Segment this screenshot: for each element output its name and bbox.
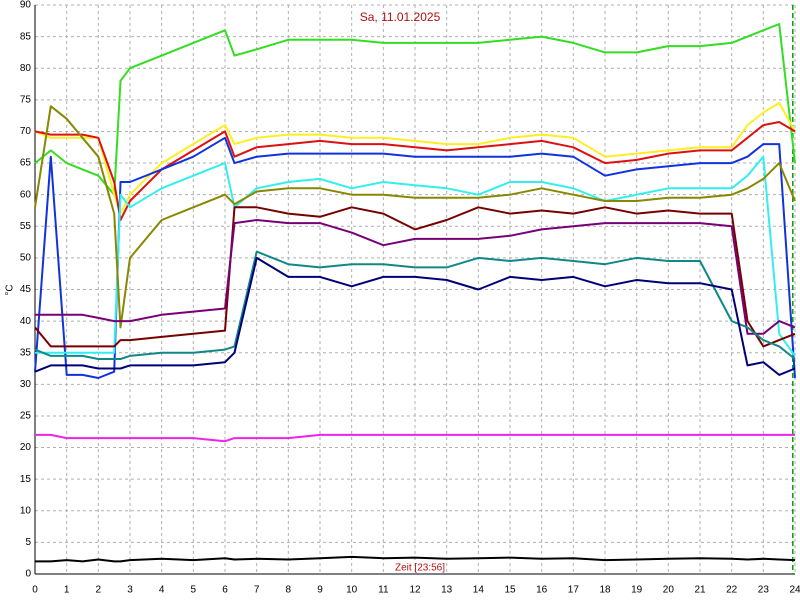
y-tick-label: 30 [20,379,32,390]
series-line [34,250,796,360]
x-tick-label: 24 [789,585,800,596]
x-tick-label: 11 [378,585,389,596]
x-tick-label: 17 [568,585,580,596]
x-tick-label: 8 [286,585,292,596]
series-line [34,102,796,215]
y-tick-label: 40 [20,316,32,327]
x-tick-label: 19 [631,585,643,596]
x-tick-label: 13 [441,585,453,596]
x-tick-label: 15 [504,585,516,596]
y-tick-label: 75 [20,94,32,105]
x-tick-label: 1 [64,585,70,596]
y-tick-label: 25 [20,411,32,422]
x-tick-label: 23 [758,585,770,596]
x-tick-label: 16 [536,585,548,596]
y-tick-label: 65 [20,158,32,169]
y-tick-label: 90 [20,0,32,11]
x-tick-label: 6 [222,585,228,596]
y-tick-label: 45 [20,284,32,295]
series-line [34,121,796,221]
series-line [35,433,795,443]
x-tick-label: 5 [191,585,197,596]
series-line [34,206,796,348]
x-tick-label: 9 [317,585,323,596]
x-tick-label: 2 [96,585,102,596]
y-tick-label: 80 [20,63,32,74]
x-tick-label: 0 [32,585,38,596]
series-line [35,155,796,357]
chart-title: Sa, 11.01.2025 [360,10,441,24]
series-line [34,23,796,196]
series-line [34,105,796,329]
series-line [35,219,796,335]
y-axis-label: °C [5,284,16,295]
y-tick-label: 70 [20,126,32,137]
series-line [34,256,796,376]
x-tick-label: 4 [159,585,165,596]
y-tick-label: 5 [25,537,31,548]
x-tick-label: 7 [254,585,260,596]
series-line [35,555,796,563]
x-tick-label: 20 [663,585,675,596]
y-tick-label: 0 [25,569,31,580]
x-tick-label: 14 [473,585,485,596]
y-tick-label: 55 [20,221,32,232]
x-tick-label: 3 [127,585,133,596]
y-tick-label: 15 [20,474,32,485]
y-tick-label: 20 [20,442,32,453]
y-tick-label: 85 [20,31,32,42]
x-axis-label: Zeit [23:56] [395,563,445,574]
x-tick-label: 10 [346,585,358,596]
y-tick-label: 50 [20,253,32,264]
y-tick-label: 10 [20,505,32,516]
y-tick-label: 60 [20,189,32,200]
x-tick-label: 12 [409,585,421,596]
x-tick-label: 21 [694,585,706,596]
x-tick-label: 22 [726,585,738,596]
x-tick-label: 18 [599,585,611,596]
y-tick-label: 35 [20,347,32,358]
